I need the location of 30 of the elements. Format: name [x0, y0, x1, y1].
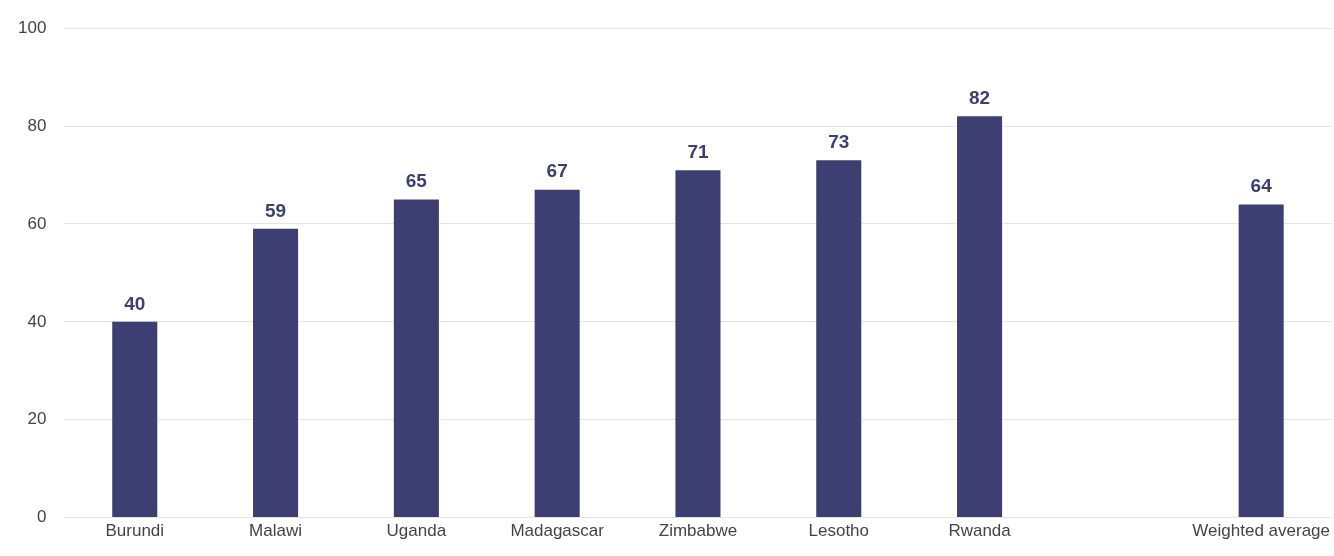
data-label: 73	[828, 131, 850, 153]
bar	[534, 189, 580, 518]
bar	[393, 199, 439, 518]
y-tick-label: 0	[36, 507, 47, 527]
bar	[253, 228, 299, 518]
bar	[675, 170, 721, 518]
x-tick-label: Uganda	[386, 521, 447, 541]
data-label: 82	[968, 87, 991, 109]
bar	[1238, 204, 1284, 518]
x-tick-label: Malawi	[249, 521, 303, 541]
y-tick-label: 100	[17, 17, 47, 37]
y-tick-label: 20	[27, 409, 47, 429]
bar	[816, 160, 862, 518]
data-label: 59	[264, 199, 287, 221]
data-label: 65	[405, 170, 428, 192]
x-tick-label: Weighted average	[1192, 521, 1330, 541]
x-tick-label: Zimbabwe	[658, 521, 738, 541]
data-label: 40	[124, 292, 146, 314]
data-label: 64	[1250, 175, 1273, 197]
x-tick-label: Lesotho	[808, 521, 870, 541]
bar	[957, 116, 1003, 518]
x-tick-label: Burundi	[105, 521, 165, 541]
bar	[112, 321, 158, 518]
data-label: 71	[687, 140, 709, 162]
x-tick-label: Madagascar	[510, 521, 605, 541]
y-tick-label: 60	[27, 213, 47, 233]
x-tick-label: Rwanda	[948, 521, 1012, 541]
y-tick-label: 80	[27, 115, 47, 135]
data-label: 67	[546, 160, 568, 182]
y-tick-label: 40	[27, 311, 47, 331]
